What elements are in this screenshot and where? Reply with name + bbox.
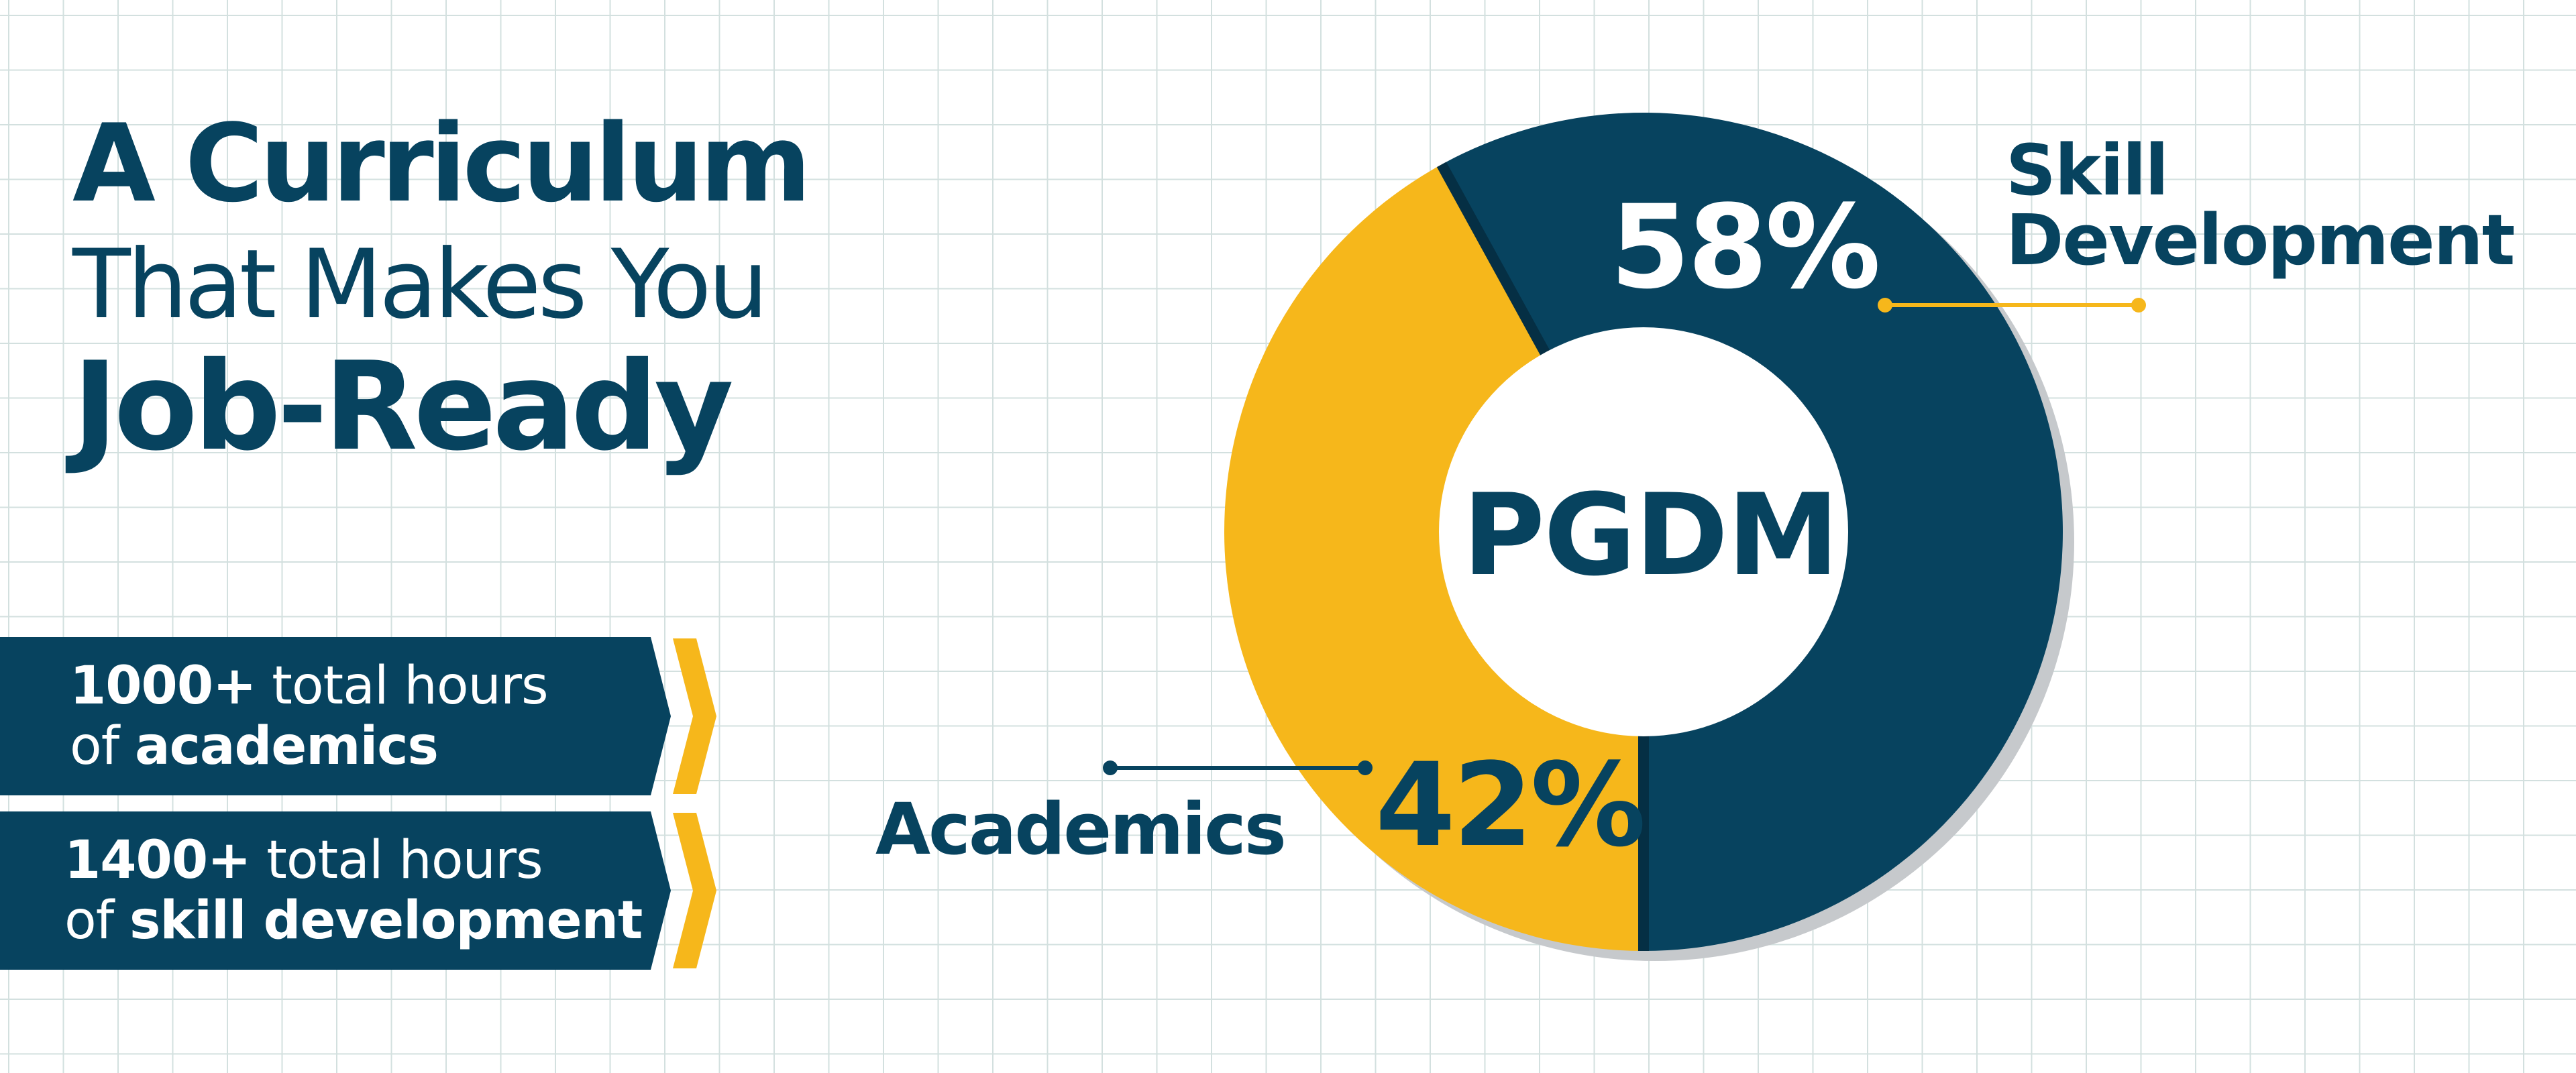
hours-label: total hours (256, 656, 548, 716)
legend-line-1: Skill (2006, 129, 2169, 211)
academics-legend-label: Academics (875, 788, 1287, 870)
academics-hours-banner: 1000+ total hours of academics (0, 637, 718, 795)
leader-dot (1878, 298, 1892, 313)
chart-center-label: PGDM (1462, 469, 1839, 601)
banner-arrow-shape (0, 811, 671, 970)
chart-hole (1439, 327, 1848, 736)
hours-number: 1400+ (64, 830, 251, 891)
legend-line-2: Development (2006, 199, 2515, 281)
academics-leader-line (1103, 760, 1373, 775)
banner-text: 1000+ total hours of academics (70, 656, 549, 777)
leader-dot (1103, 760, 1118, 775)
chevron-icon (673, 638, 716, 794)
skill-development-legend-label: Skill Development (2006, 129, 2515, 281)
hours-number: 1000+ (70, 656, 256, 716)
hours-label: total hours (250, 830, 543, 891)
title-line-1: A Curriculum (72, 101, 812, 226)
chevron-icon (673, 813, 716, 968)
skill-hours-banner: 1400+ total hours of skill development (0, 811, 718, 970)
banner-background (0, 811, 716, 970)
skill-percent-label: 58% (1610, 180, 1881, 315)
category-label: skill development (129, 891, 643, 951)
academics-percent-label: 42% (1375, 738, 1646, 872)
leader-dot (2131, 298, 2146, 313)
banner-arrow-shape (0, 637, 671, 795)
banner-text: 1400+ total hours of skill development (64, 830, 643, 951)
leader-dot (1358, 760, 1373, 775)
title-line-2: That Makes You (72, 229, 769, 340)
skill-leader-line (1878, 298, 2146, 313)
of-label: of (70, 716, 135, 777)
title-line-3: Job-Ready (72, 335, 734, 477)
of-label: of (64, 891, 129, 951)
banner-background (0, 637, 716, 795)
category-label: academics (134, 716, 439, 777)
